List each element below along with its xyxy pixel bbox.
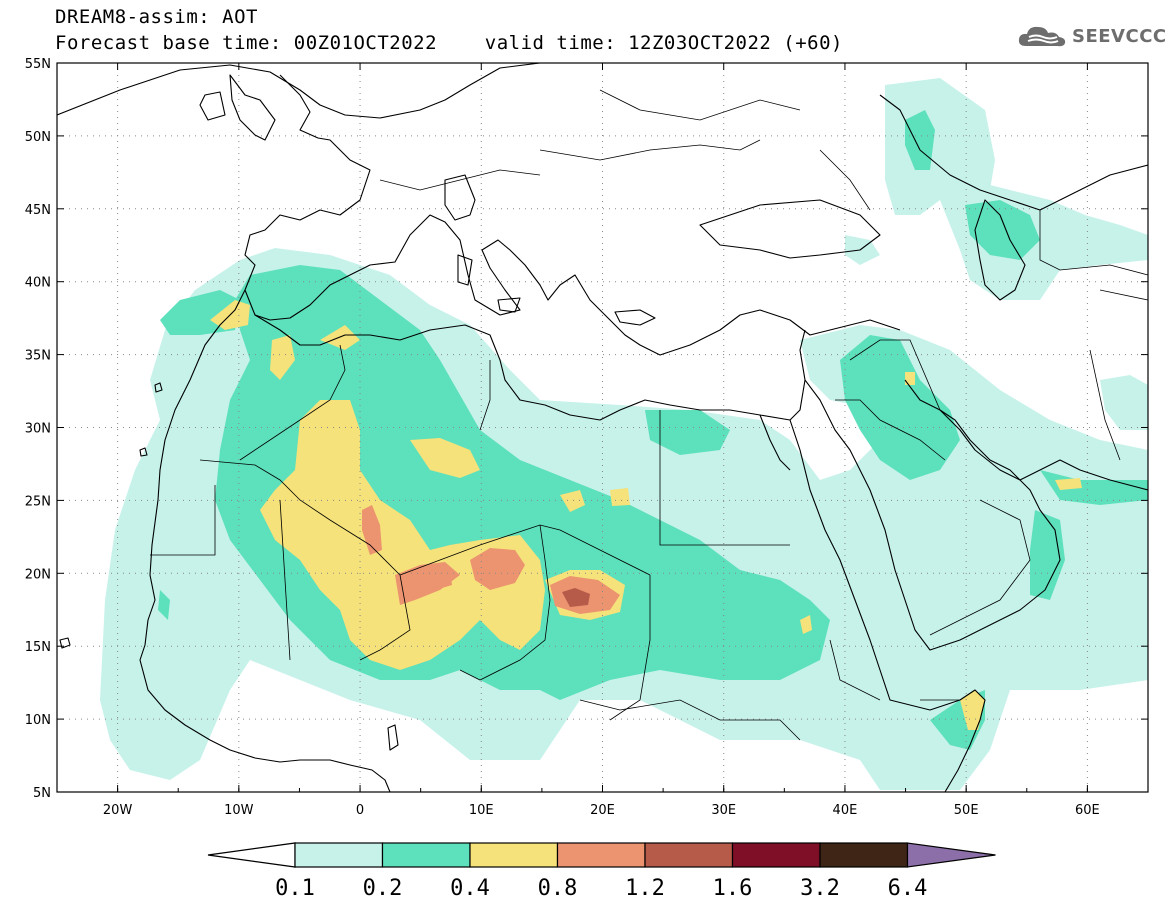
border-belarus (599, 89, 801, 121)
coast-gulf-suez (759, 414, 791, 471)
cape-verde (59, 637, 71, 649)
chart-title-line-1: DREAM8-assim: AOT (55, 6, 258, 28)
lat-tick-label: 15N (25, 640, 51, 655)
logo-text: SEEVCCC (1072, 25, 1165, 47)
coast-north-africa (254, 314, 806, 421)
cloud-icon (1018, 26, 1066, 47)
lon-tick-label: 20W (103, 803, 133, 818)
coast-caspian (974, 199, 1026, 301)
lon-tick-label: 60E (1075, 803, 1100, 818)
coast-north-europe (57, 63, 541, 119)
coast-crete (614, 309, 656, 326)
lon-tick-label: 20E (590, 803, 615, 818)
coast-sardinia (457, 254, 473, 286)
border-saudi-south (929, 499, 1031, 636)
coast-north-caspian (879, 94, 1148, 211)
lake-volta (387, 724, 399, 751)
lat-tick-label: 20N (25, 567, 51, 582)
colorbar-segment (294, 842, 384, 868)
coast-arabia (804, 379, 1061, 651)
colorbar-label: 1.2 (625, 876, 665, 901)
colorbar-segment (819, 842, 909, 868)
colorbar-label: 3.2 (800, 876, 840, 901)
border-algeria-mali (199, 459, 401, 576)
coast-sicily (497, 297, 521, 313)
canary-islands-2 (139, 447, 148, 457)
lon-tick-label: 10E (469, 803, 494, 818)
coast-ireland (199, 91, 226, 121)
chart-title-line-2: Forecast base time: 00Z01OCT2022 valid t… (55, 32, 843, 54)
lon-tick-label: 40E (833, 803, 858, 818)
border-iraq-iran (849, 339, 941, 411)
lat-tick-label: 40N (25, 276, 51, 291)
colorbar-under-arrow (207, 842, 296, 868)
lon-tick-label: 30E (711, 803, 736, 818)
map-axes: 55N 50N 45N 40N 35N 30N 25N 20N 15N 10N 5N 20W 10W 0 1… (25, 57, 1149, 818)
border-mali-mauritania (279, 499, 291, 661)
lon-tick-label: 0 (356, 803, 364, 818)
lat-tick-label: 45N (25, 203, 51, 218)
lat-tick-label: 5N (33, 786, 51, 801)
coast-west-africa (139, 289, 391, 792)
lat-tick-label: 35N (25, 349, 51, 364)
coast-south-europe (244, 74, 901, 356)
border-egypt-sudan (659, 410, 790, 546)
coast-britain (229, 74, 276, 141)
border-niger-mali (359, 574, 411, 661)
lat-tick-label: 50N (25, 130, 51, 145)
coast-red-sea-west (789, 419, 986, 792)
lat-tick-label: 10N (25, 713, 51, 728)
colorbar-label: 0.8 (538, 876, 578, 901)
border-chad-sudan (609, 575, 651, 721)
lat-tick-label: 30N (25, 422, 51, 437)
border-south-sudan (579, 699, 801, 741)
aot-shading (100, 78, 1148, 790)
colorbar-label: 1.6 (713, 876, 753, 901)
border-niger-chad (459, 524, 551, 681)
colorbar-label: 6.4 (888, 876, 928, 901)
colorbar-label: 0.4 (450, 876, 490, 901)
border-afghanistan (1099, 289, 1148, 301)
colorbar-over-arrow (906, 842, 996, 868)
border-central-asia (1039, 210, 1148, 276)
lon-tick-label: 50E (954, 803, 979, 818)
lat-tick-label: 55N (25, 57, 51, 72)
canary-islands (154, 382, 163, 393)
lat-tick-label: 25N (25, 494, 51, 509)
border-alps (379, 169, 541, 191)
colorbar-segment (731, 842, 821, 868)
coast-italy-north (444, 174, 476, 221)
lon-tick-label: 10W (224, 803, 254, 818)
colorbar-segment (469, 842, 559, 868)
border-mauritania-west (150, 485, 216, 556)
border-morocco-algeria (239, 344, 346, 461)
border-iran-pakistan (1089, 349, 1121, 461)
colorbar-segment (381, 842, 471, 868)
coast-persian-gulf-north (939, 409, 1148, 491)
coastlines (57, 63, 1148, 792)
border-niger-libya-chad (399, 524, 651, 576)
country-borders (150, 89, 1148, 741)
colorbar-segment (644, 842, 734, 868)
coast-black-sea (699, 199, 881, 259)
colorbar-label: 0.2 (363, 876, 403, 901)
colorbar-segment (556, 842, 646, 868)
border-eritrea-ethiopia (829, 639, 881, 701)
aot-level-1-2 (562, 588, 590, 607)
colorbar-label: 0.1 (275, 876, 315, 901)
border-saudi-iraq (835, 399, 946, 461)
border-eastern-europe (539, 139, 761, 161)
seevccc-logo: SEEVCCC (1016, 22, 1165, 50)
border-tunisia-libya (479, 360, 491, 431)
colorbar: 0.1 0.2 0.4 0.8 1.2 1.6 3.2 6.4 (207, 842, 996, 901)
border-russia-ukraine (819, 149, 871, 211)
